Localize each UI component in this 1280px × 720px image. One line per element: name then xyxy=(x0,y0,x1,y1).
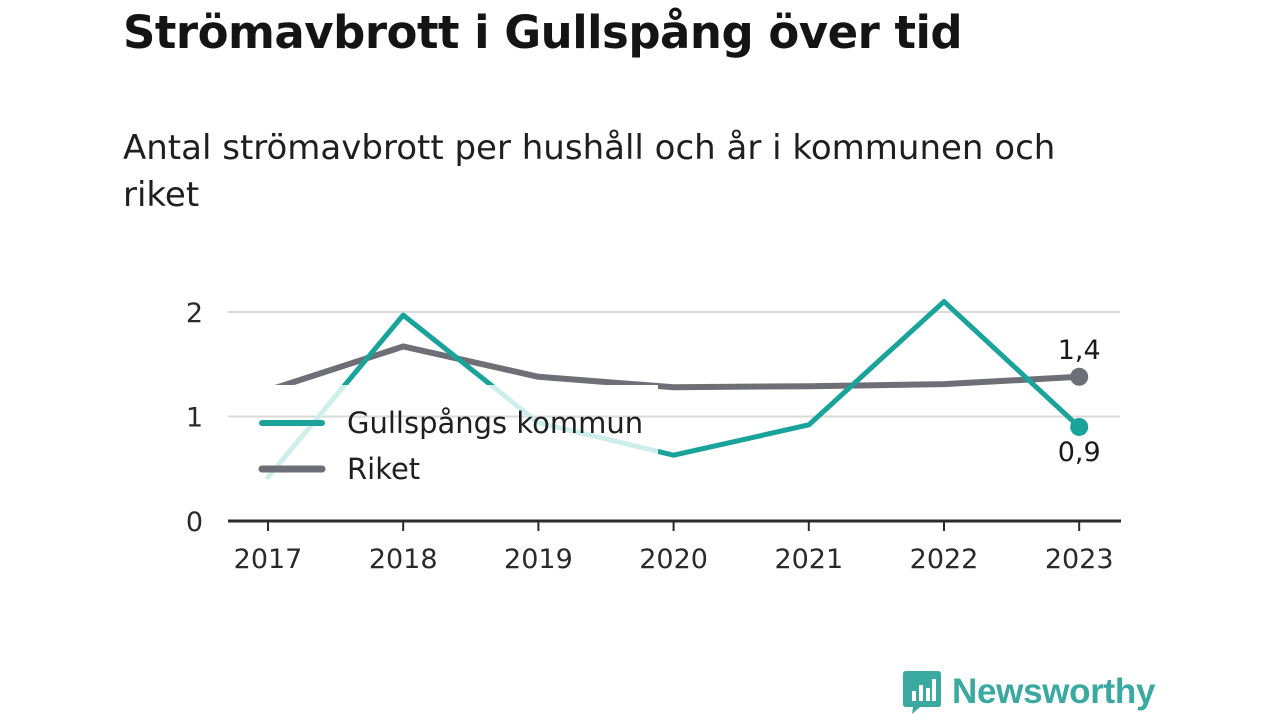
chart-subtitle: Antal strömavbrott per hushåll och år i … xyxy=(123,128,1056,215)
series-line-riket xyxy=(265,343,1083,394)
x-tick-label: 2023 xyxy=(1045,544,1114,575)
x-tick-label: 2017 xyxy=(234,544,303,575)
brand-name: Newsworthy xyxy=(952,672,1156,711)
end-marker-riket xyxy=(1070,367,1089,386)
x-tick-label: 2019 xyxy=(504,544,573,575)
legend-label-riket: Riket xyxy=(347,452,420,486)
series-line-gullspangs-kommun xyxy=(265,299,1082,480)
end-marker-gullspangs-kommun xyxy=(1070,417,1089,436)
y-tick-label: 0 xyxy=(186,507,203,538)
y-tick-label: 2 xyxy=(186,298,203,329)
newsworthy-brand: Newsworthy xyxy=(902,668,1155,716)
data-label-gullspangs-kommun: 0,9 xyxy=(1058,437,1101,468)
x-tick-label: 2020 xyxy=(639,544,708,575)
chart-title: Strömavbrott i Gullspång över tid xyxy=(123,6,963,59)
x-tick-label: 2021 xyxy=(774,544,843,575)
newsworthy-logo-icon xyxy=(903,671,941,714)
y-tick-label: 1 xyxy=(186,403,203,434)
x-tick-label: 2018 xyxy=(369,544,438,575)
data-label-riket: 1,4 xyxy=(1058,335,1101,366)
x-tick-label: 2022 xyxy=(910,544,979,575)
legend-label-gullspangs-kommun: Gullspångs kommun xyxy=(347,406,643,440)
